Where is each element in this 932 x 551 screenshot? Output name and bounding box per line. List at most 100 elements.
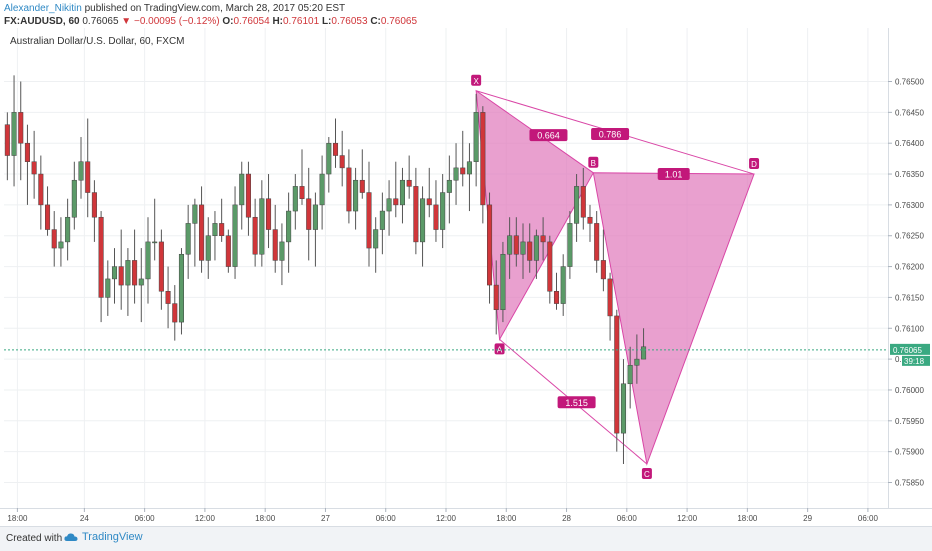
price-tick-label: 0.75900 [895, 448, 924, 457]
candle-body [299, 186, 305, 199]
chart-area[interactable]: Australian Dollar/U.S. Dollar, 60, FXCM … [0, 28, 932, 525]
candle-body [85, 161, 91, 193]
candle-body [319, 173, 325, 206]
candle-body [232, 204, 238, 267]
open-label: O: [222, 16, 234, 27]
point-label-box [749, 158, 760, 170]
candle-body [473, 112, 479, 162]
candle-body [292, 186, 298, 212]
chart-header: Alexander_Nikitin published on TradingVi… [0, 0, 932, 28]
candle-body [393, 198, 399, 206]
created-with-text: Created with [6, 533, 63, 544]
ratio-label: 1.515 [565, 398, 588, 408]
candle-body [466, 161, 472, 175]
candle-body [312, 204, 318, 230]
candle-body [493, 284, 499, 311]
candle-body [520, 241, 526, 255]
time-tick-label: 18:00 [737, 514, 758, 523]
candle-body [553, 291, 560, 304]
candle-body [31, 161, 37, 175]
time-tick-label: 12:00 [436, 514, 457, 523]
price-tick-label: 0.75950 [895, 417, 924, 426]
candle-body [138, 278, 144, 286]
ratio-label: 1.01 [665, 170, 683, 180]
candle-body [353, 179, 359, 212]
down-arrow-icon: ▼ [121, 16, 132, 27]
candle-body [205, 235, 211, 261]
candle-body [91, 192, 97, 218]
candle-body [245, 173, 251, 218]
low-label: L: [321, 16, 332, 27]
candle-body [4, 124, 10, 156]
time-axis-border [0, 508, 932, 509]
candle-body [406, 179, 412, 187]
countdown-label: 39:18 [904, 357, 925, 366]
footer: Created with TradingView [0, 526, 932, 551]
price-tick-label: 0.76300 [895, 201, 924, 210]
candle-body [386, 198, 392, 212]
candle-body [266, 198, 272, 230]
candle-body [199, 204, 205, 261]
candle-body [413, 186, 419, 243]
time-tick-label: 28 [562, 514, 571, 523]
candle-body [346, 167, 352, 212]
candle-body [359, 179, 365, 193]
candle-body [132, 260, 138, 286]
price-axis[interactable]: 0.76500 0.76450 0.76400 0.76350 0.76300 0.762… [888, 78, 924, 488]
candle-body [158, 241, 164, 292]
candle-body [453, 167, 459, 181]
candle-body [480, 112, 486, 206]
price-tick-label: 0.75850 [895, 478, 924, 487]
candle-body [65, 216, 71, 243]
countdown-box [902, 355, 930, 366]
candle-body [306, 198, 312, 230]
candle-body [379, 210, 385, 230]
candle-body [326, 142, 332, 175]
current-price-box [890, 343, 930, 355]
candle-body [420, 198, 426, 243]
price-tick-label: 0.76250 [895, 232, 924, 241]
candle-body [426, 198, 432, 206]
candle-body [185, 223, 191, 255]
ratio-label-box [557, 396, 596, 409]
candle-body [118, 266, 124, 286]
point-label: X [473, 77, 479, 86]
chart-title: Australian Dollar/U.S. Dollar, 60, FXCM [10, 36, 185, 47]
time-tick-label: 24 [80, 514, 89, 523]
price-tick-label: 0.76350 [895, 170, 924, 179]
candle-body [567, 223, 573, 267]
candle-body [533, 235, 539, 261]
candlestick-chart[interactable]: Australian Dollar/U.S. Dollar, 60, FXCM … [0, 28, 932, 525]
candle-body [192, 204, 198, 224]
price-tick-label: 0.76000 [895, 386, 924, 395]
candle-body [279, 241, 285, 261]
pattern-labels: 0.664 0.786 1.01 1.515 X A B C D [471, 74, 760, 479]
candle-body [446, 179, 452, 193]
time-axis[interactable]: 18:00 24 06:00 12:00 18:00 27 06:00 12:00 18:00 2… [7, 508, 878, 523]
ratio-label-box [657, 168, 690, 181]
current-price: 0.76065 39:18 [4, 343, 930, 366]
price-tick-label: 0.76450 [895, 108, 924, 117]
point-label: B [591, 159, 596, 168]
time-tick-label: 12:00 [677, 514, 698, 523]
candle-body [18, 112, 24, 144]
price-tick-label: 0.76100 [895, 324, 924, 333]
candle-body [587, 216, 593, 224]
point-label-box [588, 156, 599, 168]
time-tick-label: 06:00 [135, 514, 156, 523]
published-text: published on TradingView.com, March 28, … [84, 3, 346, 14]
candle-body [165, 291, 171, 304]
tradingview-brand-link[interactable]: TradingView [64, 531, 143, 543]
candle-body [607, 278, 613, 317]
tradingview-brand-label: TradingView [82, 531, 143, 543]
time-tick-label: 29 [803, 514, 812, 523]
author-link[interactable]: Alexander_Nikitin [4, 3, 82, 14]
candle-body [620, 383, 626, 434]
candle-body [272, 229, 278, 261]
candle-body [500, 253, 506, 311]
candle-body [172, 303, 178, 323]
candle-body [460, 167, 466, 175]
low-value: 0.76053 [331, 16, 368, 27]
point-label-box [471, 74, 482, 86]
ratio-label: 0.786 [599, 129, 622, 139]
